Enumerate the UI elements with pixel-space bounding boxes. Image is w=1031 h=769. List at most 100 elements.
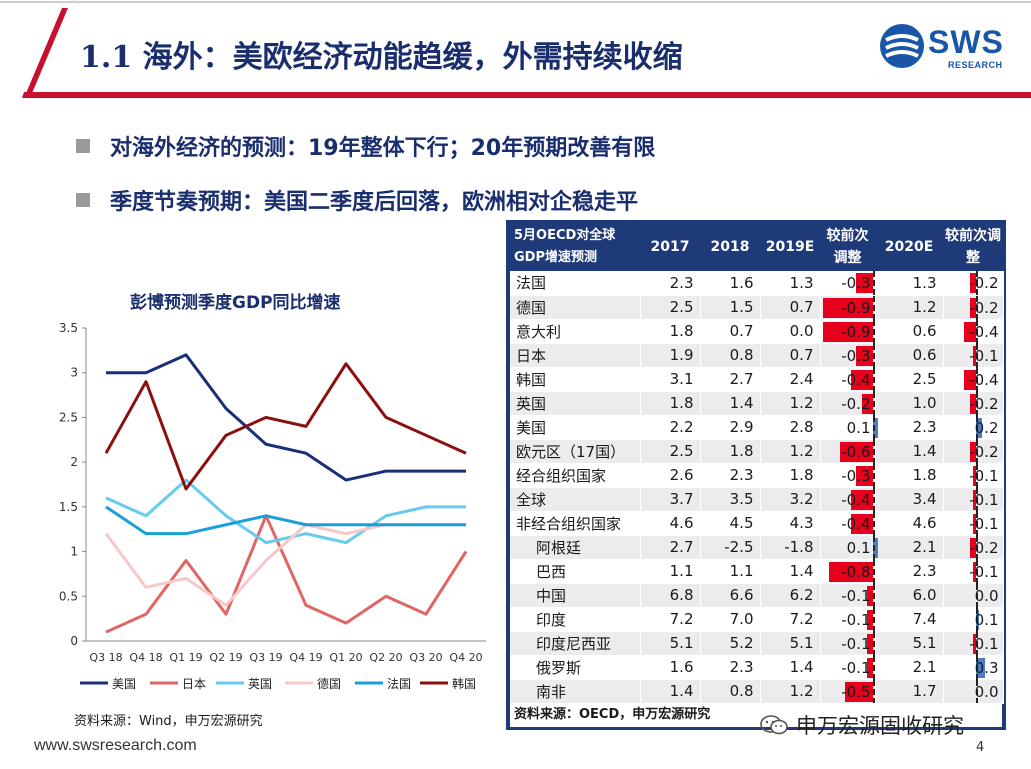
value-2017-cell: 1.4 [640,679,701,704]
adjustment-bar [969,297,976,318]
value-2018-cell: 2.3 [700,463,761,488]
value-2018-cell: 2.3 [700,655,761,680]
adj-2019-cell: -0.3 [820,271,876,296]
adj-2020-cell: -0.1 [943,463,1004,488]
adjustment-value: -0.4 [969,322,999,341]
value-2017-cell: 2.5 [640,295,701,320]
adjustment-bar [972,465,976,486]
value-2020e-cell: 2.5 [875,367,944,392]
x-tick-label: Q3 20 [409,651,442,664]
adjustment-bar [823,321,873,342]
y-tick-label: 1 [70,545,78,559]
adj-2020-cell: -0.2 [943,391,1004,416]
adjustment-value: -0.4 [841,490,871,509]
adjustment-bar [872,537,878,558]
country-cell: 英国 [510,391,641,416]
legend-label: 美国 [112,677,136,691]
adj-2020-cell: 0.0 [943,679,1004,704]
country-cell: 法国 [510,271,641,296]
value-2018-cell: 1.5 [700,295,761,320]
value-2018-cell: 1.4 [700,391,761,416]
legend-label: 日本 [182,677,206,691]
bullet-text: 季度节奏预期：美国二季度后回落，欧洲相对企稳走平 [110,190,639,215]
zero-axis-line [975,463,978,488]
y-tick-label: 0.5 [59,589,78,603]
header-line-1: 5月OECD对全球 [514,228,616,243]
country-cell: 非经合组织国家 [510,511,641,536]
value-2017-cell: 6.8 [640,583,701,608]
adj-2019-cell: -0.1 [820,583,876,608]
adj-2019-cell: -0.2 [820,391,876,416]
value-2019e-cell: 4.3 [760,511,821,536]
adjustment-value: -0.1 [841,634,871,653]
value-2019e-cell: 0.0 [760,319,821,344]
country-cell: 意大利 [510,319,641,344]
table-row: 印度尼西亚 5.1 5.2 5.1 -0.1 5.1 -0.1 [510,631,1004,656]
footer-url[interactable]: www.swsresearch.com [34,737,197,754]
value-2020e-cell: 3.4 [875,487,944,512]
y-tick-label: 3.5 [59,321,78,335]
adjustment-value: -0.9 [841,322,871,341]
value-2017-cell: 1.8 [640,391,701,416]
table-row: 南非 1.4 0.8 1.2 -0.5 1.7 0.0 [510,679,1004,704]
oecd-forecast-table: 5月OECD对全球 GDP增速预测 2017 2018 2019E 较前次调整 … [510,223,1004,704]
slide-title: 1.1 海外：美欧经济动能趋缓，外需持续收缩 [80,40,683,75]
x-tick-label: Q2 20 [369,651,402,664]
adjustment-value: -0.2 [969,298,999,317]
zero-axis-line [975,583,978,608]
adj-2019-cell: 0.1 [820,415,878,440]
value-2020e-cell: 4.6 [875,511,944,536]
adj-2019-cell: -0.4 [820,487,876,512]
x-tick-label: Q1 19 [169,651,202,664]
y-tick-label: 0 [70,634,78,648]
series-line-2 [105,478,466,545]
adj-2019-cell: -0.5 [820,679,876,704]
value-2020e-cell: 1.7 [875,679,944,704]
adj-2020-cell: -0.4 [943,367,1004,392]
logo-text: SWS [928,24,1004,60]
value-2017-cell: 3.7 [640,487,701,512]
adjustment-value: -0.2 [969,274,999,292]
value-2019e-cell: 1.2 [760,679,821,704]
y-tick-label: 1.5 [59,500,78,514]
gdp-line-chart: 0 0.5 1 1.5 2 2.5 3 3.5 Q3 18 Q4 18 Q1 19 Q2 19 Q3 1… [59,321,486,691]
series-line-5 [104,362,467,491]
col-header-2020e: 2020E [875,223,943,271]
zero-axis-line [975,271,978,295]
adjustment-bar [969,441,976,462]
zero-axis-line [872,535,875,560]
value-2019e-cell: 6.2 [760,583,821,608]
col-header-2019e: 2019E [760,223,820,271]
value-2018-cell: 2.9 [700,415,761,440]
zero-axis-line [872,487,875,512]
series-line-4 [105,505,466,536]
bullet-square-icon [76,193,90,207]
adjustment-bar [839,441,873,462]
table-row: 法国 2.3 1.6 1.3 -0.3 1.3 -0.2 [510,271,1004,296]
value-2019e-cell: 1.2 [760,439,821,464]
zero-axis-line [975,319,978,344]
zero-axis-line [975,511,978,536]
slide-header: 1.1 海外：美欧经济动能趋缓，外需持续收缩 SWS RESEARCH [0,0,1031,98]
adjustment-bar [963,321,976,342]
chart-title: 彭博预测季度GDP同比增速 [130,293,341,313]
value-2019e-cell: 2.4 [760,367,821,392]
x-tick-label: Q1 20 [329,651,362,664]
adj-2020-cell: 0.0 [943,583,1004,608]
table-row: 中国 6.8 6.6 6.2 -0.1 6.0 0.0 [510,583,1004,608]
value-2019e-cell: 1.3 [760,271,821,296]
table-row: 经合组织国家 2.6 2.3 1.8 -0.3 1.8 -0.1 [510,463,1004,488]
adjustment-value: -0.1 [841,658,871,677]
zero-axis-line [872,463,875,488]
adjustment-value: -0.1 [969,634,999,653]
table-row: 日本 1.9 0.8 0.7 -0.3 0.6 -0.1 [510,343,1004,368]
adjustment-bar [969,273,976,293]
adj-2020-cell: 0.3 [943,655,1004,680]
legend-label: 韩国 [452,676,476,691]
adjustment-bar [845,681,873,702]
country-cell: 经合组织国家 [510,463,641,488]
adjustment-bar [856,465,873,486]
x-tick-label: Q4 19 [289,651,322,664]
zero-axis-line [872,295,875,320]
value-2017-cell: 2.7 [640,535,701,560]
